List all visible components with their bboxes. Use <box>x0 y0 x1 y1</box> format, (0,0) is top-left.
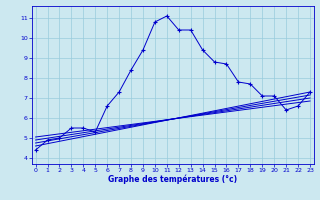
X-axis label: Graphe des températures (°c): Graphe des températures (°c) <box>108 175 237 184</box>
